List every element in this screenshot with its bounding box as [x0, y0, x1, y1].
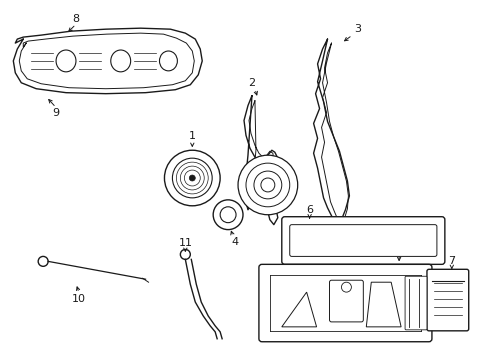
Circle shape [220, 207, 236, 223]
Text: 3: 3 [353, 24, 360, 34]
Text: 4: 4 [231, 237, 238, 247]
FancyBboxPatch shape [258, 264, 431, 342]
FancyBboxPatch shape [329, 280, 363, 322]
Circle shape [238, 155, 297, 215]
Circle shape [180, 249, 190, 260]
FancyBboxPatch shape [426, 269, 468, 331]
Text: 7: 7 [447, 256, 454, 266]
Text: 6: 6 [305, 205, 312, 215]
FancyBboxPatch shape [404, 276, 426, 330]
Text: 10: 10 [72, 294, 86, 304]
Ellipse shape [111, 50, 130, 72]
Text: 11: 11 [178, 238, 192, 248]
Circle shape [245, 163, 289, 207]
Circle shape [164, 150, 220, 206]
Text: 9: 9 [52, 108, 60, 117]
Polygon shape [281, 292, 316, 327]
Ellipse shape [56, 50, 76, 72]
Text: 2: 2 [248, 78, 255, 88]
FancyBboxPatch shape [281, 217, 444, 264]
Circle shape [172, 158, 212, 198]
Circle shape [38, 256, 48, 266]
Polygon shape [366, 282, 400, 327]
Ellipse shape [159, 51, 177, 71]
Circle shape [189, 175, 195, 181]
Text: 1: 1 [188, 131, 195, 141]
Circle shape [261, 178, 274, 192]
Text: 8: 8 [72, 14, 80, 24]
FancyBboxPatch shape [289, 225, 436, 256]
Circle shape [341, 282, 351, 292]
Circle shape [213, 200, 243, 230]
Text: 5: 5 [395, 243, 402, 252]
Circle shape [253, 171, 281, 199]
